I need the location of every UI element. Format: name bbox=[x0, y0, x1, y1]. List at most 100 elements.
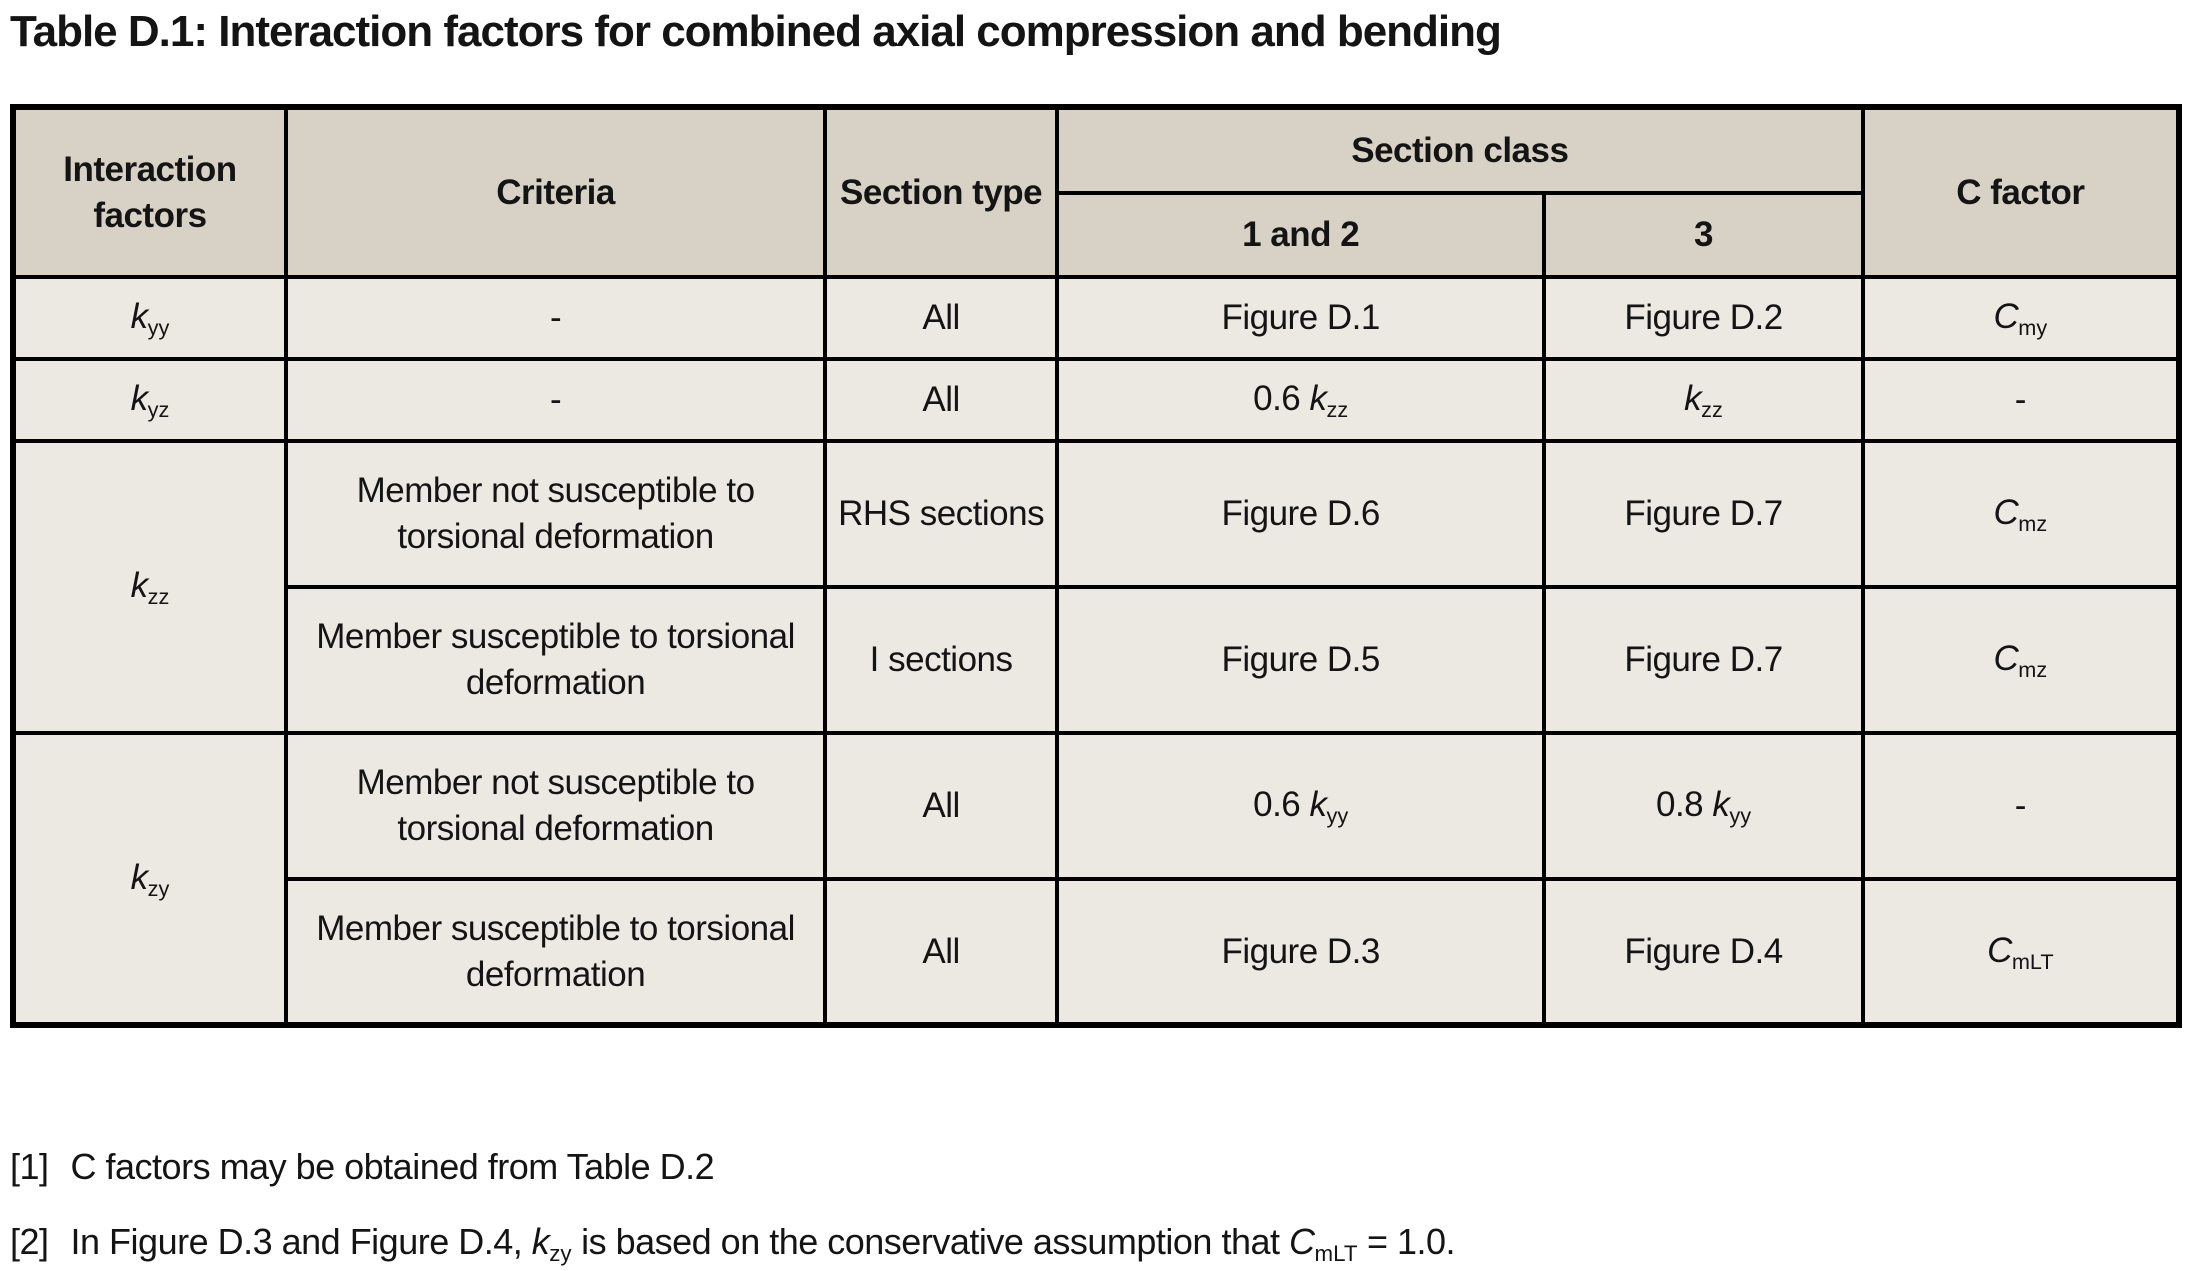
cell-criteria: Member susceptible to torsional deformat… bbox=[283, 877, 828, 1028]
cell-criteria: Member not susceptible to torsional defo… bbox=[283, 731, 828, 882]
subscript-text: yy bbox=[147, 315, 170, 341]
cell-class-1-2: Figure D.5 bbox=[1054, 585, 1547, 736]
cell-interaction-factor: kyy bbox=[11, 275, 288, 362]
table-row: kyy - All Figure D.1 Figure D.2 Cmy bbox=[11, 275, 2182, 362]
subscript-text: zy bbox=[147, 875, 170, 901]
header-class-1-2: 1 and 2 bbox=[1054, 191, 1547, 280]
cell-text: Member susceptible to torsional deformat… bbox=[316, 617, 795, 703]
cell-text: C bbox=[1993, 639, 2019, 679]
header-criteria: Criteria bbox=[283, 105, 828, 280]
cell-text: All bbox=[922, 298, 960, 338]
cell-c-factor: CmLT bbox=[1860, 877, 2182, 1028]
cell-text: k bbox=[1684, 379, 1702, 419]
cell-text: - bbox=[549, 380, 562, 420]
table-body: kyy - All Figure D.1 Figure D.2 Cmy kyz - All 0.6… bbox=[11, 275, 2182, 1028]
cell-class-3: Figure D.7 bbox=[1542, 585, 1865, 736]
cell-text: C bbox=[1289, 1221, 1315, 1263]
subscript-text: yy bbox=[1326, 803, 1349, 829]
cell-text: k bbox=[130, 566, 149, 606]
cell-criteria: - bbox=[283, 357, 828, 444]
cell-section-type: All bbox=[823, 275, 1059, 362]
subscript-text: mz bbox=[2018, 657, 2048, 683]
cell-text: k bbox=[1712, 785, 1730, 825]
cell-text: I sections bbox=[869, 640, 1013, 680]
cell-text: All bbox=[922, 380, 960, 420]
cell-text: C bbox=[1987, 930, 2012, 970]
cell-interaction-factor: kyz bbox=[11, 357, 288, 444]
cell-class-3: Figure D.4 bbox=[1542, 877, 1865, 1028]
cell-c-factor: Cmz bbox=[1860, 439, 2182, 590]
cell-class-1-2: Figure D.1 bbox=[1054, 275, 1547, 362]
cell-text: Figure D.5 bbox=[1221, 640, 1380, 680]
subscript-text: yz bbox=[147, 397, 170, 423]
cell-class-3: 0.8 kyy bbox=[1542, 731, 1865, 882]
cell-text: k bbox=[1309, 785, 1328, 825]
cell-text: k bbox=[531, 1221, 550, 1263]
cell-text: 0.6 bbox=[1253, 785, 1310, 825]
subscript-text: zy bbox=[549, 1241, 572, 1267]
cell-text: Figure D.2 bbox=[1624, 298, 1783, 338]
subscript-text: zz bbox=[1701, 397, 1723, 423]
cell-class-1-2: Figure D.6 bbox=[1054, 439, 1547, 590]
header-interaction-factors: Interaction factors bbox=[11, 105, 288, 280]
cell-section-type: All bbox=[823, 357, 1059, 444]
cell-c-factor: - bbox=[1860, 357, 2182, 444]
cell-text: - bbox=[2014, 380, 2027, 420]
cell-criteria: Member not susceptible to torsional defo… bbox=[283, 439, 828, 590]
subscript-text: zz bbox=[1326, 397, 1349, 423]
cell-text: is based on the conservative assumption … bbox=[571, 1221, 1290, 1263]
header-c-factor: C factor bbox=[1860, 105, 2182, 280]
cell-c-factor: Cmy bbox=[1860, 275, 2182, 362]
subscript-text: mLT bbox=[1314, 1241, 1358, 1267]
cell-c-factor: - bbox=[1860, 731, 2182, 882]
cell-class-1-2: 0.6 kyy bbox=[1054, 731, 1547, 882]
cell-text: Figure D.7 bbox=[1624, 640, 1783, 680]
table-row: kyz - All 0.6 kzz kzz - bbox=[11, 357, 2182, 444]
cell-section-type: I sections bbox=[823, 585, 1059, 736]
header-class-3: 3 bbox=[1542, 191, 1865, 280]
cell-text: k bbox=[130, 857, 149, 897]
footnote: [2] In Figure D.3 and Figure D.4, kzy is … bbox=[10, 1219, 2193, 1268]
cell-criteria: - bbox=[283, 275, 828, 362]
cell-interaction-factor: kzz bbox=[11, 439, 288, 736]
cell-text: In Figure D.3 and Figure D.4, bbox=[70, 1221, 532, 1263]
cell-text: - bbox=[549, 298, 562, 338]
table-row: Member susceptible to torsional deformat… bbox=[13, 877, 2182, 1028]
cell-text: Member not susceptible to torsional defo… bbox=[356, 763, 755, 849]
cell-section-type: All bbox=[823, 877, 1059, 1028]
subscript-text: mLT bbox=[2011, 948, 2054, 974]
cell-text: k bbox=[130, 379, 149, 419]
table-row: kzz Member not susceptible to torsional d… bbox=[11, 439, 2182, 736]
cell-section-type: All bbox=[823, 731, 1059, 882]
cell-text: Member susceptible to torsional deformat… bbox=[316, 908, 795, 994]
cell-text: All bbox=[922, 931, 960, 971]
table-row: kzy Member not susceptible to torsional d… bbox=[11, 731, 2182, 1028]
table-header: Interaction factors Criteria Section typ… bbox=[11, 105, 2182, 280]
cell-text: 0.6 bbox=[1253, 379, 1310, 419]
cell-text: = 1.0. bbox=[1357, 1221, 1456, 1263]
cell-criteria: Member susceptible to torsional deformat… bbox=[283, 585, 828, 736]
footnote-label: [1] bbox=[10, 1146, 49, 1188]
cell-text: Figure D.6 bbox=[1221, 494, 1380, 534]
cell-class-3: Figure D.2 bbox=[1542, 275, 1865, 362]
subscript-text: yy bbox=[1729, 803, 1752, 829]
footnote: [1] C factors may be obtained from Table … bbox=[10, 1144, 2193, 1191]
footnote-label: [2] bbox=[10, 1221, 49, 1263]
cell-text: C factors may be obtained from Table D.2 bbox=[70, 1146, 715, 1188]
cell-text: All bbox=[922, 786, 960, 826]
cell-class-1-2: 0.6 kzz bbox=[1054, 357, 1547, 444]
cell-section-type: RHS sections bbox=[823, 439, 1059, 590]
cell-text: RHS sections bbox=[838, 494, 1045, 534]
cell-class-1-2: Figure D.3 bbox=[1054, 877, 1547, 1028]
cell-text: 0.8 bbox=[1655, 785, 1713, 825]
cell-text: C bbox=[1993, 493, 2019, 533]
subscript-text: my bbox=[2018, 315, 2048, 341]
footnotes: [1] C factors may be obtained from Table … bbox=[10, 1144, 2193, 1268]
cell-text: Figure D.4 bbox=[1624, 931, 1783, 971]
table-title: Table D.1: Interaction factors for combi… bbox=[10, 7, 1502, 56]
cell-class-3: kzz bbox=[1542, 357, 1865, 444]
subscript-text: zz bbox=[147, 584, 170, 610]
cell-text: k bbox=[130, 297, 149, 337]
cell-text: Figure D.3 bbox=[1221, 931, 1380, 971]
